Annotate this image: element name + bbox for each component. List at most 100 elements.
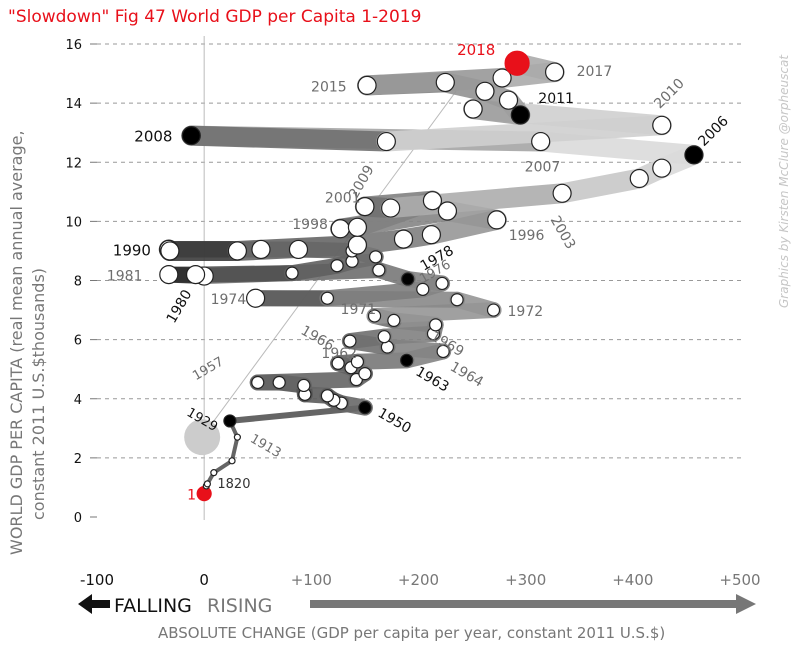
data-point — [203, 480, 211, 488]
data-point — [545, 62, 565, 82]
year-label: 1971 — [341, 302, 377, 318]
y-axis-label-line2: constant 2011 U.S.$thousands) — [29, 268, 48, 520]
falling-arrow — [78, 594, 110, 614]
year-label: 2008 — [134, 128, 172, 146]
data-point — [357, 75, 377, 95]
data-points — [159, 50, 704, 502]
year-label: 1913 — [247, 432, 283, 462]
data-point — [422, 191, 443, 211]
year-label: 2017 — [577, 64, 613, 80]
data-point — [347, 217, 368, 237]
year-label: 1980 — [164, 287, 196, 326]
trail-segment — [380, 183, 573, 219]
year-label: 2018 — [457, 41, 495, 59]
data-point — [400, 353, 414, 367]
year-label: 1972 — [508, 304, 544, 320]
x-tick-label: +500 — [719, 571, 760, 589]
year-label: 1996 — [509, 228, 545, 244]
y-tick-label: 14 — [65, 97, 82, 112]
data-point — [297, 378, 311, 393]
data-point — [435, 276, 449, 291]
rising-label: RISING — [207, 595, 272, 617]
data-point — [367, 309, 382, 323]
year-label: 2003 — [547, 213, 579, 252]
trail-segment — [349, 352, 415, 370]
data-point — [251, 239, 271, 260]
data-point — [377, 330, 391, 344]
data-point — [358, 367, 372, 381]
chart-title: "Slowdown" Fig 47 World GDP per Capita 1… — [8, 7, 421, 27]
data-point — [227, 241, 247, 261]
year-label: 1990 — [113, 241, 151, 259]
x-axis-label: ABSOLUTE CHANGE (GDP per capita per year… — [158, 624, 665, 642]
year-label: 1964 — [447, 359, 486, 391]
trail-segment — [181, 125, 397, 152]
data-point — [372, 263, 386, 277]
year-label: 2010 — [651, 76, 688, 113]
x-axis-ticks: -100 0 +100 +200 +300 +400 +500 — [80, 571, 761, 589]
data-point — [504, 50, 530, 76]
data-point — [223, 414, 237, 428]
year-label: 2009 — [346, 163, 378, 202]
data-point — [181, 126, 201, 146]
data-point — [429, 318, 443, 332]
data-point — [369, 250, 383, 264]
x-tick-label: 0 — [199, 571, 209, 589]
trail-segment — [530, 131, 704, 165]
x-tick-label: -100 — [80, 571, 114, 589]
data-point — [350, 355, 365, 369]
data-point — [684, 145, 704, 165]
data-point — [492, 68, 512, 88]
data-point — [486, 303, 501, 317]
data-point — [463, 99, 483, 119]
y-tick-label: 2 — [74, 452, 82, 467]
data-point — [435, 72, 455, 93]
trail-segment — [319, 281, 431, 307]
y-tick-label: 8 — [74, 275, 82, 290]
y-tick-label: 10 — [65, 215, 82, 230]
trail-segment — [230, 435, 240, 463]
data-point — [552, 183, 572, 203]
data-point — [629, 168, 649, 189]
year-label: 1950 — [375, 405, 414, 437]
x-tick-label: +200 — [398, 571, 439, 589]
year-label: 1 — [187, 488, 196, 504]
rising-arrow — [310, 594, 756, 614]
x-tick-label: +100 — [291, 571, 332, 589]
y-tick-label: 6 — [74, 334, 82, 349]
data-point — [436, 344, 450, 359]
data-point — [272, 375, 286, 390]
data-point — [159, 264, 179, 285]
year-label: 1974 — [211, 292, 247, 308]
y-axis-ticks: 0 2 4 6 8 10 12 14 16 — [65, 38, 97, 526]
year-label: 1998 — [292, 217, 328, 233]
year-label: 2006 — [695, 113, 732, 150]
year-label: 1957 — [190, 354, 226, 384]
trail-segment — [552, 168, 650, 204]
y-tick-label: 0 — [74, 511, 82, 526]
data-point — [320, 389, 335, 403]
data-point — [498, 90, 519, 110]
year-label: 2011 — [538, 91, 574, 107]
data-point — [288, 239, 309, 260]
data-point — [475, 81, 495, 101]
data-point — [330, 219, 350, 239]
data-point — [251, 375, 265, 390]
year-label: 1820 — [217, 477, 250, 492]
data-point — [531, 131, 551, 152]
trail-segment — [379, 339, 452, 360]
x-tick-label: +400 — [612, 571, 653, 589]
y-tick-label: 16 — [65, 38, 82, 53]
year-label: 1966 — [298, 323, 337, 355]
year-label: 1962 — [321, 346, 357, 362]
data-point — [450, 293, 464, 307]
data-point — [185, 264, 206, 285]
data-point — [416, 282, 430, 296]
trail-segment — [211, 458, 235, 475]
data-point — [355, 196, 375, 217]
x-tick-label: +300 — [505, 571, 546, 589]
data-point — [210, 469, 218, 477]
data-point — [393, 229, 414, 249]
